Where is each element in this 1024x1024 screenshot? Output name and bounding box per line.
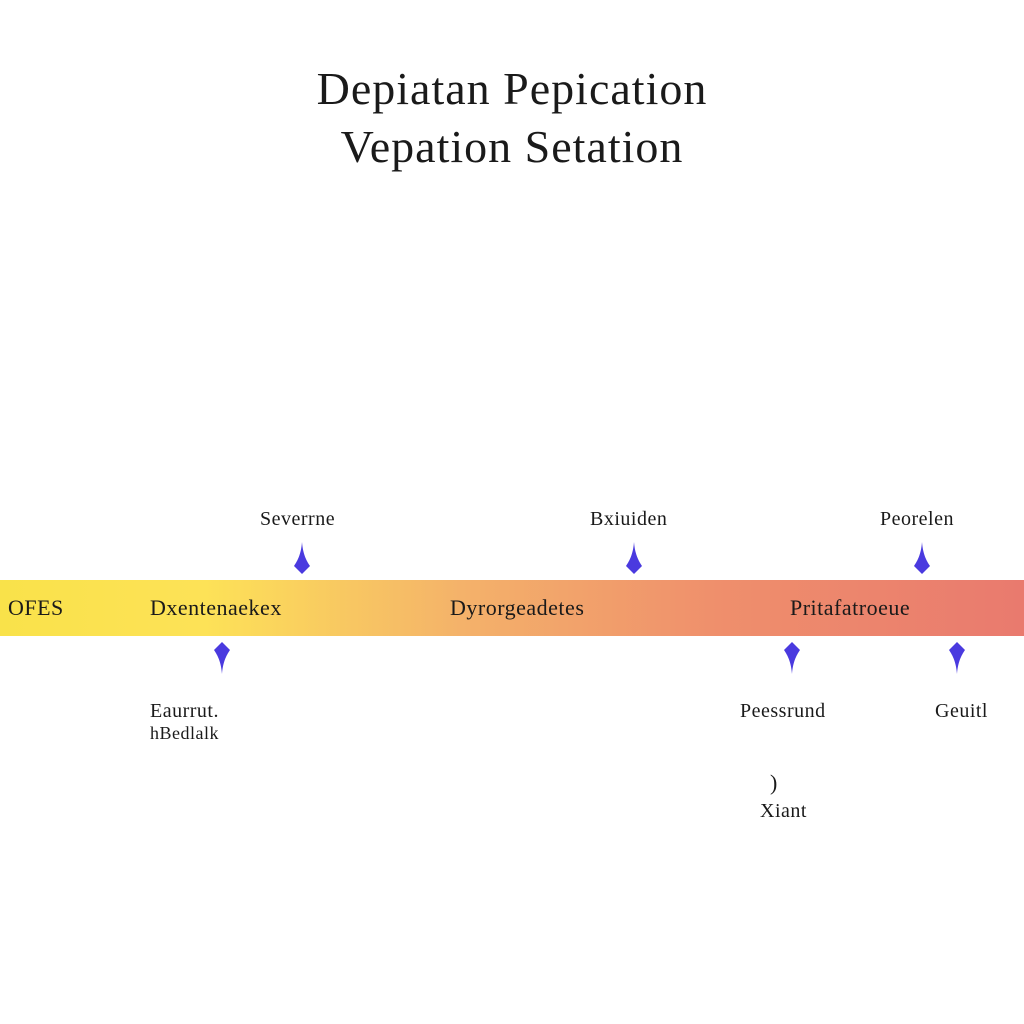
arrow-up-icon: [945, 642, 969, 670]
arrow-up-icon: [780, 642, 804, 670]
annot-top-1: Bxiuiden: [590, 508, 667, 531]
annot-top-2: Peorelen: [880, 508, 954, 531]
bar-label-3: Pritafatroeue: [790, 595, 910, 621]
arrow-up-icon: [210, 642, 234, 670]
annot-bottom-2: Geuitl: [935, 700, 988, 723]
annot-bottom-0-sub: hBedlalk: [150, 723, 219, 744]
annot-top-0: Severrne: [260, 508, 335, 531]
arrow-down-icon: [622, 540, 646, 568]
arrow-down-icon: [910, 540, 934, 568]
diagram-container: Depiatan Pepication Vepation Setation OF…: [0, 0, 1024, 1024]
bar-label-0: OFES: [8, 595, 64, 621]
title-block: Depiatan Pepication Vepation Setation: [0, 60, 1024, 175]
footer-annot-0: ): [770, 770, 778, 796]
annot-bottom-0-main: Eaurrut.: [150, 700, 219, 722]
annot-bottom-1: Peessrund: [740, 700, 826, 723]
footer-annot-1: Xiant: [760, 800, 807, 823]
bar-label-2: Dyrorgeadetes: [450, 595, 584, 621]
arrow-down-icon: [290, 540, 314, 568]
annot-bottom-0: Eaurrut. hBedlalk: [150, 700, 219, 744]
bar-label-1: Dxentenaekex: [150, 595, 282, 621]
title-line-2: Vepation Setation: [0, 118, 1024, 176]
title-line-1: Depiatan Pepication: [0, 60, 1024, 118]
